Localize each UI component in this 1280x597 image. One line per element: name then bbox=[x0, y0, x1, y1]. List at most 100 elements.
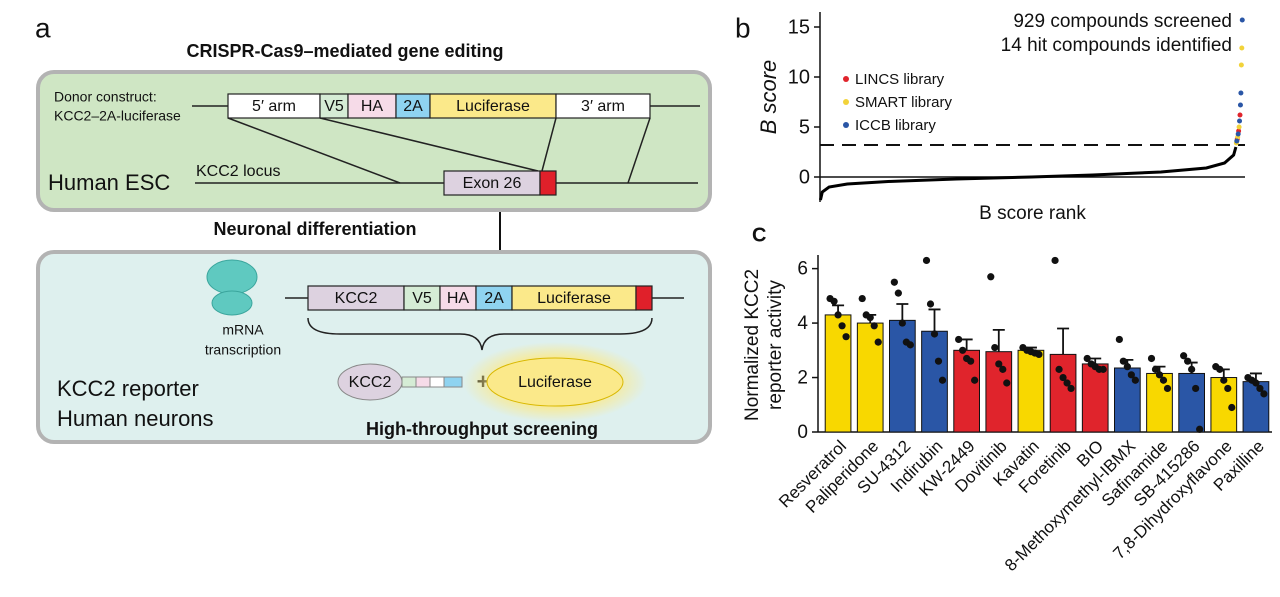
screen-label: High-throughput screening bbox=[366, 419, 598, 439]
panel-a: a CRISPR-Cas9–mediated gene editing Dono… bbox=[35, 12, 712, 444]
replicate-point bbox=[1003, 379, 1011, 387]
replicate-point bbox=[906, 341, 914, 349]
replicate-point bbox=[1252, 379, 1260, 387]
replicate-point bbox=[922, 256, 931, 265]
legend-marker bbox=[843, 99, 849, 105]
replicate-point bbox=[1051, 256, 1059, 265]
segment-label: 5′ arm bbox=[252, 98, 296, 115]
replicate-point bbox=[1119, 357, 1127, 365]
luciferase-protein bbox=[486, 357, 624, 407]
protein-label: KCC2 bbox=[349, 374, 392, 391]
segment-label: Luciferase bbox=[537, 290, 611, 307]
replicate-point bbox=[959, 346, 967, 354]
stop bbox=[635, 285, 653, 311]
replicate-point bbox=[1260, 390, 1268, 398]
panel-label: C bbox=[752, 224, 766, 246]
hit-point bbox=[1239, 17, 1245, 23]
bar bbox=[1146, 372, 1173, 433]
annotation: 929 compounds screened bbox=[1013, 11, 1232, 32]
error-bar bbox=[960, 338, 973, 351]
neuron-label: KCC2 reporter bbox=[57, 376, 199, 401]
replicate-point bbox=[1127, 371, 1135, 379]
replicate-point bbox=[999, 365, 1007, 373]
replicate-point bbox=[1184, 357, 1192, 365]
legend-marker bbox=[843, 122, 849, 128]
y-tick-label: 4 bbox=[797, 313, 808, 334]
curve bbox=[818, 146, 1238, 201]
replicate-point bbox=[1163, 384, 1172, 393]
legend-label: SMART library bbox=[855, 94, 952, 111]
replicate-point bbox=[967, 357, 975, 365]
segment-label: V5 bbox=[412, 290, 432, 307]
replicate-point bbox=[842, 333, 850, 341]
charts: b 0 5 10 15 B score B score rank 929 compounds … bbox=[735, 11, 1272, 575]
y-tick-label: 5 bbox=[799, 116, 810, 138]
stop bbox=[539, 170, 557, 196]
x-axis-label: B score rank bbox=[979, 203, 1086, 224]
segment-label: 2A bbox=[484, 290, 504, 307]
hit-point bbox=[1234, 138, 1240, 144]
replicate-point bbox=[926, 300, 935, 308]
tag bbox=[443, 376, 463, 388]
tag bbox=[415, 376, 431, 388]
legend-label: ICCB library bbox=[855, 117, 936, 134]
segment-label: HA bbox=[447, 290, 470, 307]
bar bbox=[824, 314, 852, 433]
replicate-point bbox=[1188, 365, 1196, 373]
donor-label: Donor construct: bbox=[54, 89, 157, 105]
replicate-point bbox=[866, 314, 874, 322]
replicate-point bbox=[1059, 373, 1067, 382]
bar bbox=[1081, 363, 1109, 433]
hit-point bbox=[1239, 45, 1245, 51]
replicate-point bbox=[1115, 335, 1123, 344]
replicate-point bbox=[1063, 379, 1071, 387]
exon-label: Exon 26 bbox=[463, 175, 522, 192]
replicate-point bbox=[1035, 350, 1043, 358]
panel-title: CRISPR-Cas9–mediated gene editing bbox=[186, 41, 503, 61]
bar bbox=[1178, 372, 1206, 433]
replicate-point bbox=[890, 278, 898, 286]
replicate-point bbox=[870, 322, 878, 330]
replicate-point bbox=[1123, 363, 1131, 371]
segment bbox=[511, 285, 637, 311]
bar bbox=[953, 349, 980, 433]
replicate-point bbox=[1256, 384, 1264, 393]
legend-label: LINCS library bbox=[855, 71, 945, 88]
hit-point bbox=[1237, 118, 1243, 124]
ribosome bbox=[206, 259, 258, 295]
replicate-point bbox=[934, 357, 943, 365]
segment-label: Luciferase bbox=[456, 98, 530, 115]
luciferase-label: Luciferase bbox=[518, 374, 592, 391]
recombination-lines bbox=[227, 117, 651, 184]
segment bbox=[347, 93, 397, 119]
bar bbox=[1242, 381, 1270, 433]
panel-label: a bbox=[35, 12, 51, 43]
hit-point bbox=[1237, 112, 1243, 118]
error-bar bbox=[928, 308, 941, 332]
segment bbox=[227, 93, 321, 119]
y-tick-label: 15 bbox=[788, 16, 810, 38]
exon bbox=[443, 170, 541, 196]
y-tick-label: 2 bbox=[797, 368, 808, 389]
tag bbox=[401, 376, 417, 388]
segment bbox=[395, 93, 431, 119]
replicate-point bbox=[1192, 384, 1200, 393]
replicate-point bbox=[1180, 352, 1188, 360]
hit-point bbox=[1236, 124, 1242, 130]
replicate-point bbox=[1099, 365, 1107, 373]
replicate-point bbox=[991, 343, 999, 352]
replicate-point bbox=[955, 335, 963, 344]
replicate-point bbox=[1159, 376, 1168, 384]
segment bbox=[475, 285, 513, 311]
ribosome bbox=[211, 290, 253, 316]
y-axis-label: B score bbox=[756, 60, 781, 135]
replicate-point bbox=[1147, 354, 1156, 363]
mrna-label: mRNA bbox=[222, 322, 264, 338]
segment-label: V5 bbox=[324, 98, 344, 115]
hit-point bbox=[1235, 131, 1241, 137]
replicate-point bbox=[938, 376, 947, 384]
bar bbox=[1049, 353, 1077, 433]
mrna-label: transcription bbox=[205, 342, 281, 358]
replicate-point bbox=[1055, 365, 1063, 373]
